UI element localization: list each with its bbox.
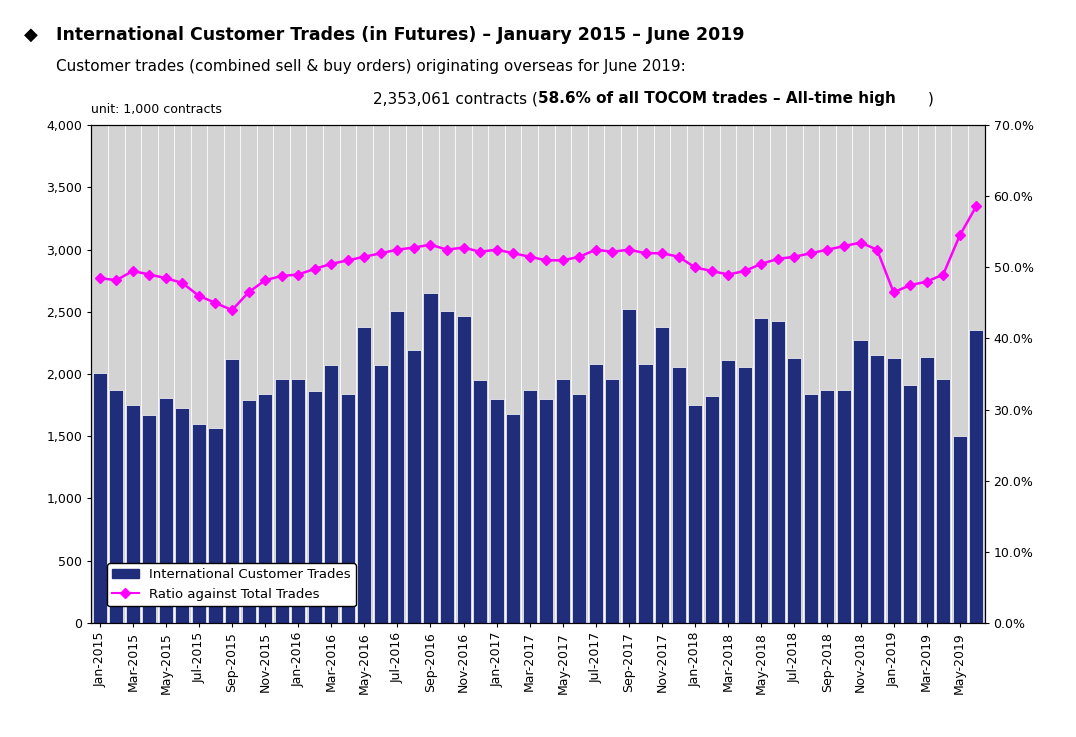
Bar xyxy=(440,310,454,623)
Bar xyxy=(241,400,256,623)
Bar xyxy=(870,355,884,623)
Bar xyxy=(638,364,652,623)
Bar xyxy=(738,366,752,623)
Bar xyxy=(788,358,802,623)
Bar xyxy=(853,340,867,623)
Bar xyxy=(770,321,784,623)
Bar xyxy=(705,397,719,623)
Bar xyxy=(274,379,288,623)
Bar xyxy=(373,366,388,623)
Bar xyxy=(142,415,156,623)
Bar xyxy=(837,390,851,623)
Bar xyxy=(456,315,470,623)
Bar xyxy=(225,359,239,623)
Text: unit: 1,000 contracts: unit: 1,000 contracts xyxy=(91,102,223,116)
Bar xyxy=(952,436,966,623)
Bar xyxy=(126,405,140,623)
Bar xyxy=(473,380,487,623)
Bar xyxy=(671,366,685,623)
Text: 58.6% of all TOCOM trades – All-time high: 58.6% of all TOCOM trades – All-time hig… xyxy=(538,91,896,106)
Bar xyxy=(506,414,520,623)
Bar xyxy=(407,350,421,623)
Text: 2,353,061 contracts (: 2,353,061 contracts ( xyxy=(373,91,538,106)
Text: ◆: ◆ xyxy=(24,26,38,43)
Bar xyxy=(622,310,636,623)
Bar xyxy=(209,427,223,623)
Bar xyxy=(324,366,338,623)
Bar xyxy=(523,390,537,623)
Bar xyxy=(969,330,983,623)
Bar xyxy=(175,408,189,623)
Text: International Customer Trades (in Futures) – January 2015 – June 2019: International Customer Trades (in Future… xyxy=(56,26,745,43)
Bar xyxy=(920,357,934,623)
Bar xyxy=(292,379,306,623)
Bar xyxy=(556,379,570,623)
Bar xyxy=(936,379,950,623)
Bar xyxy=(93,373,107,623)
Bar xyxy=(110,390,124,623)
Bar xyxy=(820,390,835,623)
Bar xyxy=(357,326,371,623)
Bar xyxy=(887,358,901,623)
Bar xyxy=(159,398,173,623)
Bar xyxy=(539,399,553,623)
Bar xyxy=(688,405,703,623)
Bar xyxy=(589,364,603,623)
Text: Customer trades (combined sell & buy orders) originating overseas for June 2019:: Customer trades (combined sell & buy ord… xyxy=(56,59,685,74)
Bar xyxy=(804,394,818,623)
Bar xyxy=(192,424,206,623)
Bar xyxy=(754,318,768,623)
Bar xyxy=(572,394,586,623)
Bar xyxy=(721,360,735,623)
Text: ): ) xyxy=(928,91,933,106)
Bar xyxy=(341,394,355,623)
Bar xyxy=(424,293,438,623)
Bar xyxy=(606,379,620,623)
Bar xyxy=(258,394,272,623)
Legend: International Customer Trades, Ratio against Total Trades: International Customer Trades, Ratio aga… xyxy=(107,563,356,607)
Bar xyxy=(308,391,322,623)
Bar xyxy=(903,385,917,623)
Bar xyxy=(391,310,405,623)
Bar xyxy=(655,326,669,623)
Bar xyxy=(490,399,504,623)
